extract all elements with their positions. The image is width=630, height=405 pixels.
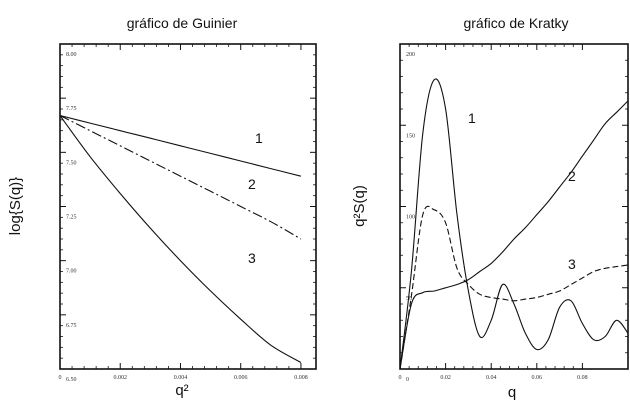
y-tick-label: 7.75 [66,106,77,112]
kratky-frame [399,43,629,370]
guinier-frame [59,43,317,370]
y-tick-label: 200 [406,52,415,58]
kratky-y-axis-label: q²S(q) [351,185,368,227]
series-label-1: 1 [468,110,476,126]
x-tick-label: 0.004 [174,375,188,381]
y-tick-label: 6.75 [66,323,77,329]
series-label-2: 2 [568,168,576,184]
x-tick-label: 0.06 [532,375,543,381]
series-line-2 [399,100,629,370]
x-tick-label: 0.002 [113,375,127,381]
x-tick-label: 0 [399,375,402,381]
y-tick-label: 7.00 [66,269,77,275]
series-label-3: 3 [248,250,256,266]
series-line-1 [59,114,302,177]
kratky-title: gráfico de Kratky [463,15,568,31]
series-label-2: 2 [248,176,256,192]
series-line-3 [399,205,629,370]
series-line-3 [59,115,302,363]
y-tick-label: 150 [406,133,415,139]
y-tick-label: 6.50 [66,377,77,383]
y-tick-label: 0 [406,377,409,383]
guinier-ticks: 0 0.002 0.004 0.006 0.008 6.50 6.75 7.00 7.25 7.5… [59,43,316,383]
guinier-plot: gráfico de Guinier 0 0.002 0.004 0.006 0.008… [7,15,317,399]
series-label-3: 3 [568,256,576,272]
series-line-1 [399,78,629,370]
kratky-x-axis-label: q [508,384,516,401]
guinier-title: gráfico de Guinier [127,15,238,31]
x-tick-label: 0 [59,375,62,381]
y-tick-label: 8.00 [66,52,77,58]
kratky-plot: gráfico de Kratky 0 0.02 0.04 0.06 0.0805010… [351,15,629,401]
y-tick-label: 100 [406,215,415,221]
y-tick-label: 7.50 [66,160,77,166]
kratky-series: 1 2 3 [399,78,629,370]
x-tick-label: 0.04 [486,375,497,381]
series-line-2 [59,115,302,240]
x-tick-label: 0.02 [440,375,451,381]
guinier-x-axis-label: q² [175,382,188,399]
x-tick-label: 0.08 [577,375,588,381]
x-tick-label: 0.008 [294,375,308,381]
x-tick-label: 0.006 [234,375,248,381]
series-label-1: 1 [255,130,263,146]
y-tick-label: 7.25 [66,215,77,221]
guinier-y-axis-label: log{S(q)} [7,177,24,235]
guinier-series: 1 2 3 [59,114,302,363]
